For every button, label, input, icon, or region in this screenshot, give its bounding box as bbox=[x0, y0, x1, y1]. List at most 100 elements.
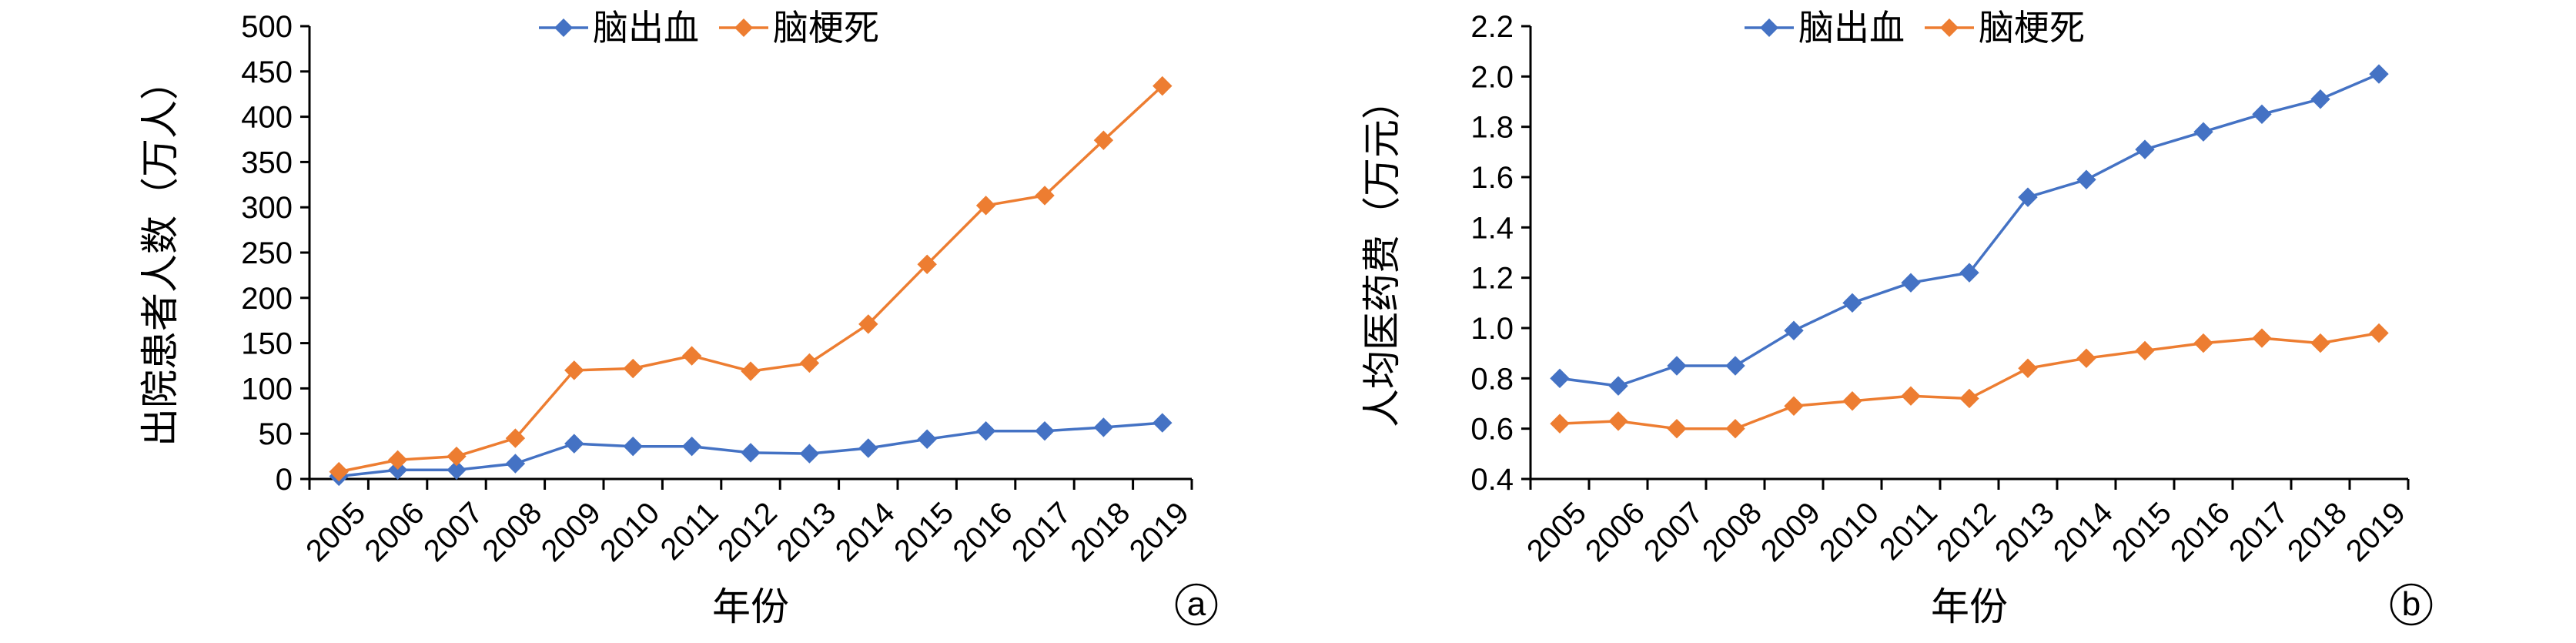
data-point bbox=[2193, 333, 2213, 353]
x-tick-label: 2005 bbox=[299, 496, 372, 568]
legend-item: 脑梗死 bbox=[719, 7, 879, 49]
legend-item: 脑梗死 bbox=[1925, 7, 2085, 49]
data-point bbox=[1725, 356, 1745, 376]
x-tick-label: 2005 bbox=[1521, 496, 1593, 568]
x-tick-label: 2016 bbox=[947, 496, 1019, 568]
data-point bbox=[681, 346, 702, 366]
x-tick-label: 2012 bbox=[711, 496, 784, 568]
data-point bbox=[2135, 340, 2155, 361]
data-point bbox=[681, 436, 702, 457]
legend-swatch-marker bbox=[734, 18, 753, 37]
y-tick-label: 2.0 bbox=[1470, 60, 1514, 94]
x-tick-label: 2008 bbox=[476, 496, 548, 568]
y-tick-label: 0.4 bbox=[1470, 463, 1514, 497]
x-tick-label: 2017 bbox=[2223, 496, 2295, 568]
data-point bbox=[917, 429, 937, 449]
data-point bbox=[2369, 323, 2389, 343]
data-point bbox=[1153, 75, 1173, 96]
data-point bbox=[917, 254, 937, 274]
data-point bbox=[975, 420, 996, 441]
data-point bbox=[1153, 413, 1173, 433]
x-tick-label: 2015 bbox=[2106, 496, 2178, 568]
y-tick-label: 0.6 bbox=[1470, 413, 1514, 447]
y-tick-label: 0.8 bbox=[1470, 362, 1514, 396]
data-point bbox=[1842, 293, 1862, 313]
x-tick-label: 2006 bbox=[1579, 496, 1651, 568]
y-axis-title: 人均医药费（万元） bbox=[1360, 81, 1404, 427]
y-tick-label: 350 bbox=[241, 146, 293, 179]
data-point bbox=[623, 358, 643, 379]
x-tick-label: 2006 bbox=[359, 496, 431, 568]
legend-swatch-marker bbox=[1760, 18, 1778, 37]
data-point bbox=[2310, 333, 2330, 353]
data-point bbox=[505, 428, 526, 448]
data-point bbox=[1901, 386, 1921, 406]
data-point bbox=[505, 454, 526, 474]
data-point bbox=[799, 444, 820, 464]
y-tick-label: 300 bbox=[241, 191, 293, 225]
x-tick-label: 2017 bbox=[1005, 496, 1078, 568]
y-tick-label: 1.6 bbox=[1470, 161, 1514, 195]
x-tick-label: 2018 bbox=[1064, 496, 1136, 568]
x-tick-label: 2016 bbox=[2164, 496, 2236, 568]
data-point bbox=[387, 460, 408, 480]
data-point bbox=[1959, 388, 1979, 409]
data-point bbox=[623, 436, 643, 457]
y-axis-title: 出院患者人数（万人） bbox=[138, 62, 182, 447]
data-point bbox=[858, 438, 878, 458]
data-point bbox=[1035, 420, 1055, 441]
x-tick-label: 2011 bbox=[1873, 496, 1944, 567]
x-axis-title: 年份 bbox=[1931, 584, 2008, 629]
panel-letter: b bbox=[2402, 585, 2420, 623]
y-tick-label: 1.2 bbox=[1470, 262, 1514, 296]
panel-letter: a bbox=[1187, 585, 1206, 623]
x-tick-label: 2007 bbox=[1638, 496, 1710, 568]
legend-swatch-marker bbox=[1940, 18, 1959, 37]
chart-panel-a: 0501001502002503003504004505002005200620… bbox=[138, 7, 1218, 629]
data-point bbox=[799, 353, 820, 373]
data-point bbox=[447, 446, 467, 467]
data-point bbox=[2252, 104, 2272, 125]
x-tick-label: 2013 bbox=[1989, 496, 2061, 568]
data-point bbox=[1725, 418, 1745, 439]
data-point bbox=[2310, 89, 2330, 109]
data-point bbox=[2018, 187, 2038, 207]
y-tick-label: 100 bbox=[241, 372, 293, 406]
x-tick-label: 2014 bbox=[829, 496, 902, 568]
x-tick-label: 2010 bbox=[1813, 496, 1885, 568]
legend-label: 脑出血 bbox=[593, 7, 699, 49]
data-point bbox=[2076, 169, 2096, 189]
data-point bbox=[1550, 368, 1570, 389]
legend-item: 脑出血 bbox=[1745, 7, 1905, 49]
data-point bbox=[2076, 348, 2096, 368]
panel-letter-circle bbox=[2390, 583, 2433, 626]
y-tick-label: 250 bbox=[241, 236, 293, 270]
y-tick-label: 450 bbox=[241, 55, 293, 89]
data-point bbox=[741, 443, 761, 463]
data-point bbox=[1784, 396, 1804, 416]
data-point bbox=[975, 196, 996, 216]
legend-label: 脑梗死 bbox=[1979, 7, 2085, 49]
x-tick-label: 2009 bbox=[1755, 496, 1827, 568]
y-tick-label: 200 bbox=[241, 282, 293, 316]
data-point bbox=[2369, 64, 2389, 84]
y-tick-label: 0 bbox=[276, 463, 293, 497]
data-point bbox=[564, 434, 584, 454]
data-point bbox=[1035, 186, 1055, 206]
data-point bbox=[858, 314, 878, 334]
data-point bbox=[564, 360, 584, 380]
x-tick-label: 2009 bbox=[535, 496, 607, 568]
data-point bbox=[447, 460, 467, 480]
data-point bbox=[1842, 391, 1862, 411]
data-point bbox=[1901, 273, 1921, 293]
x-axis-title: 年份 bbox=[712, 584, 789, 629]
x-tick-label: 2010 bbox=[594, 496, 666, 568]
data-point bbox=[1959, 263, 1979, 283]
y-tick-label: 150 bbox=[241, 327, 293, 361]
x-tick-label: 2014 bbox=[2047, 496, 2119, 568]
x-tick-label: 2011 bbox=[654, 496, 725, 567]
data-point bbox=[1784, 320, 1804, 340]
data-point bbox=[1608, 411, 1628, 431]
data-point bbox=[2193, 122, 2213, 142]
